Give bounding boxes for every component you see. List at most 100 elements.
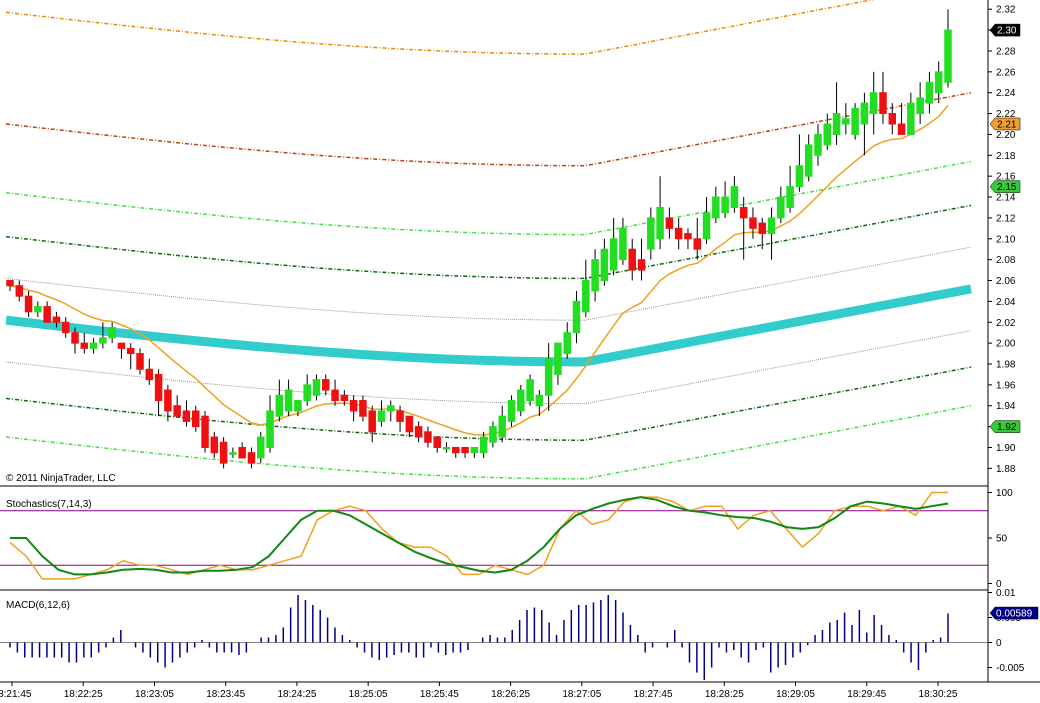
candle-up (619, 227, 627, 261)
candle-up (712, 196, 720, 219)
candle-up (257, 436, 265, 459)
candle-down (461, 446, 469, 454)
candle-up (795, 165, 804, 188)
price-tag: 2.21 (989, 117, 1021, 131)
candle-down (693, 238, 701, 250)
price-tag-label: 2.30 (997, 26, 1017, 37)
lower-band-4 (5, 366, 972, 441)
candle-down (879, 92, 887, 115)
x-tick-label: 18:22:25 (64, 689, 103, 700)
candle-up (526, 379, 534, 402)
candle-up (591, 259, 599, 292)
candle-up (786, 186, 794, 208)
candle-down (359, 400, 367, 417)
candle-up (702, 212, 711, 240)
price-tag-box (989, 420, 1021, 433)
candle-down (145, 368, 154, 381)
candle-up (925, 81, 934, 104)
candle-up (777, 196, 785, 219)
candle-up (851, 107, 859, 135)
candle-up (823, 123, 832, 146)
upper-band-3 (5, 160, 972, 236)
y-tick-label: 2.32 (996, 5, 1016, 16)
candle-down (173, 405, 181, 417)
candle-down (628, 248, 636, 271)
y-tick-label: 2.02 (996, 318, 1016, 329)
price-tag-label: 2.15 (997, 182, 1017, 193)
candle-up (600, 248, 609, 282)
candle-up (284, 389, 293, 412)
candle-up (814, 133, 822, 156)
candle-up (535, 394, 544, 407)
price-tag-label: 1.92 (997, 422, 1017, 433)
candle-up (554, 342, 562, 375)
candle-up (387, 405, 395, 412)
candle-down (15, 285, 24, 297)
candle-up (934, 71, 943, 94)
candle-down (349, 400, 358, 412)
candle-up (544, 358, 553, 396)
upper-band-5 (5, 246, 972, 321)
candle-down (758, 222, 767, 235)
candle-down (368, 410, 376, 433)
y-tick-label: 100 (996, 488, 1013, 499)
candle-up (869, 92, 878, 115)
price-tag-label: 2.21 (997, 120, 1017, 131)
time-axis: 18:21:45 18:22:25 18:23:05 18:23:45 18:24:25… (0, 682, 958, 700)
candle-down (424, 431, 432, 443)
candle-up (944, 29, 952, 83)
y-tick-label: 50 (996, 534, 1008, 545)
y-tick-label: 0.01 (996, 588, 1016, 599)
candle-down (24, 295, 33, 313)
candle-up (507, 400, 516, 422)
candle-down (247, 452, 256, 464)
upper-band-2 (5, 91, 972, 167)
stochastics-panel: 0 50 100 (0, 488, 1013, 590)
candle-down (219, 441, 228, 464)
candle-up (489, 426, 497, 443)
candle-down (6, 280, 14, 287)
candle-up (34, 306, 42, 313)
candle-up (266, 410, 274, 448)
candle-down (80, 342, 89, 349)
y-tick-label: -0.005 (996, 663, 1025, 674)
center-band (5, 284, 972, 367)
candle-up (517, 389, 525, 412)
lower-band-3 (5, 404, 972, 480)
candle-down (340, 394, 349, 402)
candle-up (99, 337, 107, 344)
y-tick-label: 2.04 (996, 297, 1016, 308)
candle-up (721, 196, 729, 214)
candle-up (312, 379, 321, 396)
candle-down (433, 436, 441, 448)
y-tick-label: 2.24 (996, 88, 1016, 99)
candle-up (767, 217, 776, 235)
y-tick-label: 2.10 (996, 234, 1016, 245)
candle-up (470, 446, 479, 454)
candle-down (182, 410, 191, 422)
stochastics-title: Stochastics(7,14,3) (6, 499, 92, 510)
y-tick-label: 1.96 (996, 380, 1016, 391)
x-tick-label: 18:23:05 (135, 689, 174, 700)
y-tick-label: 1.88 (996, 464, 1016, 475)
y-tick-label: 2.14 (996, 193, 1016, 204)
x-tick-label: 18:28:25 (705, 689, 744, 700)
candle-up (229, 452, 237, 455)
x-tick-label: 18:29:45 (847, 689, 886, 700)
candle-up (498, 415, 506, 438)
candle-down (154, 373, 163, 402)
candle-down (897, 123, 906, 135)
candle-up (647, 217, 655, 250)
candle-up (89, 342, 98, 349)
candle-down (201, 415, 209, 448)
y-tick-label: 0 (996, 638, 1002, 649)
stochastics-k-line (9, 491, 948, 580)
y-tick-label: 2.20 (996, 130, 1016, 141)
candle-down (637, 259, 646, 271)
candle-up (563, 332, 571, 355)
candle-up (730, 186, 739, 208)
candle-down (117, 342, 126, 349)
x-tick-label: 18:29:05 (776, 689, 815, 700)
